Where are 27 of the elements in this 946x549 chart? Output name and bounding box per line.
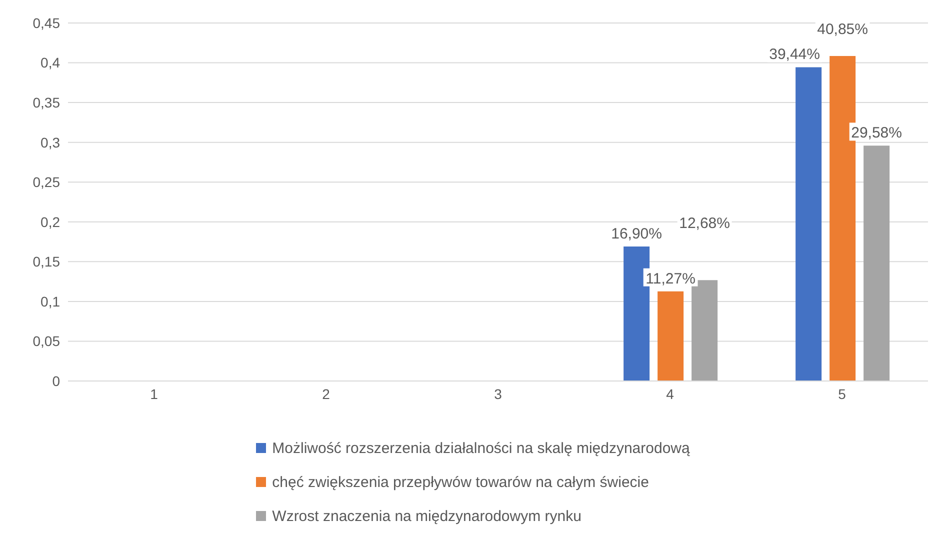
bar — [658, 291, 684, 381]
data-label: 12,68% — [679, 215, 730, 232]
y-tick-label: 0,25 — [32, 174, 60, 190]
x-tick-label: 1 — [150, 386, 158, 402]
y-tick-label: 0,1 — [40, 293, 60, 310]
y-tick-label: 0,4 — [40, 54, 60, 71]
data-label: 16,90% — [611, 226, 662, 243]
y-tick-label: 0 — [52, 372, 60, 389]
data-label: 40,85% — [817, 21, 868, 38]
y-tick-label: 0,45 — [32, 14, 60, 31]
y-tick-label: 0,35 — [32, 94, 60, 111]
data-label: 29,58% — [851, 124, 902, 142]
legend-label: chęć zwiększenia przepływów towarów na całym świecie — [272, 474, 649, 490]
x-tick-label: 2 — [322, 386, 330, 402]
bar — [864, 146, 890, 381]
x-tick-label: 4 — [666, 386, 674, 402]
legend-label: Wzrost znaczenia na międzynarodowym rynku — [272, 508, 582, 524]
x-tick-label: 5 — [838, 386, 846, 402]
y-tick-label: 0,05 — [32, 333, 60, 350]
data-label: 39,44% — [769, 46, 820, 64]
x-tick-label: 3 — [494, 386, 502, 402]
y-tick-label: 0,3 — [40, 134, 60, 150]
bar — [796, 67, 822, 381]
legend-label: Możliwość rozszerzenia działalności na skalę międzynarodową — [272, 440, 690, 456]
y-tick-label: 0,15 — [32, 254, 60, 270]
y-tick-label: 0,2 — [40, 214, 60, 230]
data-label: 11,27% — [646, 270, 696, 288]
